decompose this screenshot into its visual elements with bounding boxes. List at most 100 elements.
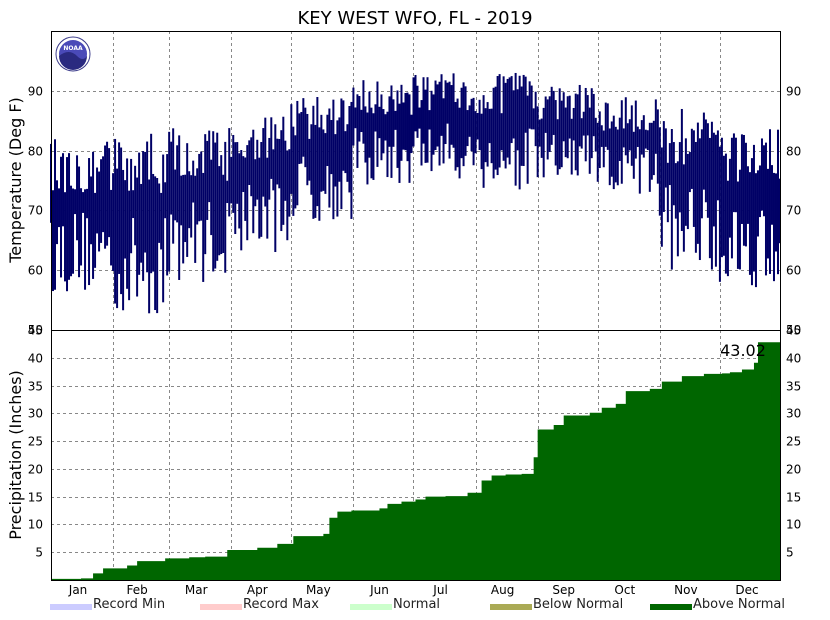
temperature-day-bar — [228, 128, 231, 217]
temperature-day-bar — [662, 121, 665, 212]
temperature-day-bar — [294, 135, 297, 209]
temperature-day-bar — [102, 156, 105, 233]
temperature-day-bar — [280, 130, 283, 232]
temperature-day-bar — [462, 82, 465, 167]
temperature-day-bar — [480, 113, 483, 170]
temperature-day-bar — [584, 87, 587, 162]
axis-ticks: 60 60 70 70 80 80 90 90 5 5 10 10 15 15 20 20 25 25 30 30 35… — [28, 85, 802, 598]
temperature-day-bar — [488, 108, 491, 144]
temperature-day-bar — [140, 183, 143, 263]
temperature-day-bar — [638, 129, 641, 194]
precip-tick-label-right: 45 — [786, 324, 801, 338]
temperature-day-bar — [534, 91, 537, 147]
temperature-day-bar — [386, 111, 389, 178]
temperature-day-bar — [654, 99, 657, 154]
temperature-day-bar — [68, 153, 71, 280]
temperature-day-bar — [208, 130, 211, 203]
temperature-day-bar — [78, 166, 81, 278]
temperature-day-bar — [76, 155, 79, 241]
temperature-day-bar — [408, 94, 411, 183]
temperature-day-bar — [718, 146, 721, 282]
temperature-day-bar — [320, 114, 323, 192]
temperature-day-bar — [262, 128, 265, 197]
temperature-day-bar — [726, 180, 729, 277]
temperature-day-bar — [572, 107, 575, 141]
temperature-day-bar — [330, 120, 333, 175]
temperature-day-bar — [774, 173, 777, 252]
temperature-day-bar — [138, 152, 141, 275]
temperature-day-bar — [380, 94, 383, 161]
temperature-day-bar — [268, 137, 271, 200]
temperature-day-bar — [110, 189, 113, 266]
temperature-day-bar — [620, 100, 623, 184]
temperature-day-bar — [458, 107, 461, 179]
month-tick-label: Nov — [674, 583, 697, 597]
temperature-day-bar — [608, 128, 611, 186]
temperature-day-bar — [318, 127, 321, 221]
legend-label: Normal — [393, 597, 441, 612]
temperature-day-bar — [626, 123, 629, 164]
temperature-day-bar — [530, 85, 533, 130]
temperature-day-bar — [670, 129, 673, 270]
temperature-day-bar — [664, 128, 667, 188]
temperature-day-bar — [166, 154, 169, 276]
temperature-day-bar — [606, 103, 609, 150]
temperature-day-bar — [526, 95, 529, 184]
temperature-day-bar — [762, 145, 765, 217]
temperature-day-bar — [298, 113, 301, 164]
temperature-day-bar — [528, 81, 531, 129]
temperature-day-bar — [322, 129, 325, 191]
temperature-day-bar — [238, 153, 241, 229]
temperature-day-bar — [470, 98, 473, 152]
temperature-day-bar — [134, 165, 137, 246]
temperature-day-bar — [184, 174, 187, 243]
temperature-day-bar — [156, 177, 159, 314]
temperature-day-bar — [502, 76, 505, 161]
temperature-day-bar — [92, 151, 95, 279]
temperature-day-bar — [396, 90, 399, 168]
temperature-day-bar — [236, 142, 239, 204]
temperature-day-bar — [136, 177, 139, 297]
temperature-day-bar — [178, 135, 181, 280]
temperature-day-bar — [306, 113, 309, 186]
temperature-day-bar — [384, 114, 387, 141]
temperature-day-bar — [414, 74, 417, 132]
temperature-day-bar — [758, 165, 761, 218]
temperature-day-bar — [362, 80, 365, 144]
temperature-day-bar — [124, 180, 127, 259]
temperature-day-bar — [582, 111, 585, 136]
temp-tick-label-left: 50 — [28, 323, 43, 337]
temperature-day-bar — [490, 108, 493, 164]
temperature-day-bar — [58, 188, 61, 228]
temperature-day-bar — [602, 130, 605, 168]
temperature-day-bar — [316, 97, 319, 207]
precipitation-plot-frame — [51, 330, 781, 581]
temperature-day-bar — [390, 85, 393, 178]
temperature-day-bar — [498, 74, 501, 168]
temperature-day-bar — [194, 175, 197, 263]
temperature-day-bar — [442, 98, 445, 164]
month-tick-label: May — [306, 583, 331, 597]
temperature-day-bar — [454, 102, 457, 171]
temperature-day-bar — [578, 84, 581, 147]
temperature-day-bar — [376, 81, 379, 167]
temperature-day-bar — [324, 133, 327, 194]
legend-swatch — [50, 604, 92, 610]
temperature-day-bar — [114, 138, 117, 304]
temperature-day-bar — [694, 141, 697, 253]
temperature-day-bar — [360, 109, 363, 133]
temperature-day-bar — [86, 188, 89, 219]
temp-tick-label-right: 60 — [786, 264, 801, 278]
month-tick-label: Feb — [126, 583, 147, 597]
temp-tick-label-right: 80 — [786, 145, 801, 159]
month-tick-label: Jul — [432, 583, 447, 597]
temperature-day-bar — [542, 107, 545, 178]
temperature-day-bar — [204, 134, 207, 255]
temperature-day-bar — [612, 115, 615, 190]
temperature-day-bar — [382, 109, 385, 154]
temperature-day-bar — [424, 89, 427, 163]
temperature-day-bar — [768, 129, 771, 274]
temperature-day-bar — [574, 93, 577, 171]
temperature-day-bar — [190, 175, 193, 238]
temperature-day-bar — [644, 129, 647, 149]
